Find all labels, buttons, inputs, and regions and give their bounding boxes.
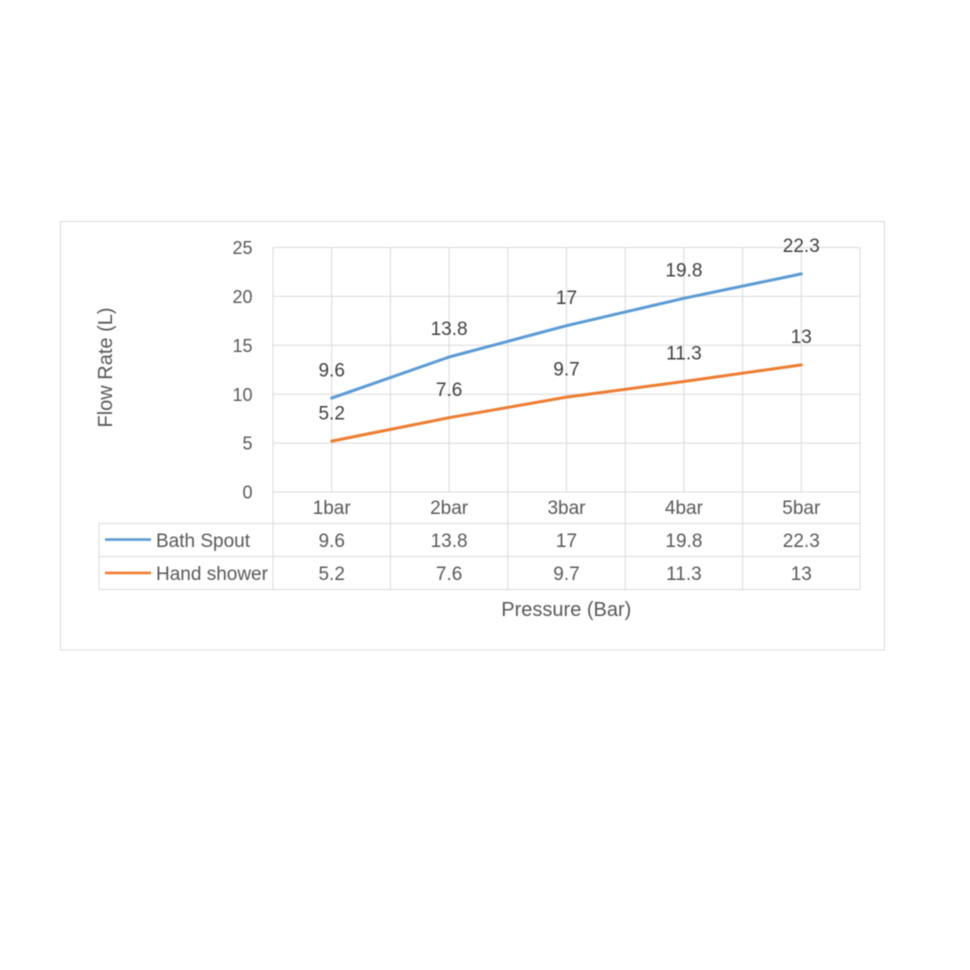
svg-text:19.8: 19.8 [665, 531, 702, 552]
svg-text:5bar: 5bar [782, 498, 821, 519]
svg-text:22.3: 22.3 [783, 531, 820, 552]
svg-text:3bar: 3bar [547, 498, 586, 519]
svg-text:4bar: 4bar [665, 498, 704, 519]
svg-text:9.7: 9.7 [553, 564, 579, 585]
svg-text:19.8: 19.8 [665, 261, 702, 282]
svg-text:10: 10 [232, 385, 252, 405]
svg-text:Flow Rate (L): Flow Rate (L) [95, 307, 117, 427]
svg-text:17: 17 [556, 531, 577, 552]
svg-text:9.6: 9.6 [318, 360, 344, 381]
svg-text:Hand shower: Hand shower [156, 564, 269, 585]
svg-text:25: 25 [232, 238, 252, 258]
svg-text:22.3: 22.3 [783, 236, 820, 257]
svg-text:9.6: 9.6 [318, 531, 344, 552]
svg-text:2bar: 2bar [430, 498, 469, 519]
svg-text:7.6: 7.6 [436, 564, 462, 585]
svg-text:7.6: 7.6 [436, 380, 462, 401]
svg-text:5: 5 [242, 434, 252, 454]
svg-text:Pressure (Bar): Pressure (Bar) [501, 599, 631, 621]
svg-text:11.3: 11.3 [666, 344, 702, 365]
svg-text:13.8: 13.8 [431, 531, 468, 552]
svg-text:13: 13 [791, 327, 812, 348]
svg-text:5.2: 5.2 [318, 403, 344, 424]
svg-text:20: 20 [232, 287, 252, 307]
svg-text:15: 15 [232, 336, 252, 356]
svg-text:11.3: 11.3 [666, 564, 702, 585]
svg-text:13.8: 13.8 [431, 319, 468, 340]
svg-text:9.7: 9.7 [553, 359, 579, 380]
svg-text:13: 13 [791, 564, 812, 585]
svg-text:5.2: 5.2 [318, 564, 344, 585]
svg-text:1bar: 1bar [313, 498, 352, 519]
svg-text:17: 17 [556, 288, 577, 309]
svg-text:Bath Spout: Bath Spout [156, 531, 251, 552]
svg-text:0: 0 [242, 483, 252, 503]
